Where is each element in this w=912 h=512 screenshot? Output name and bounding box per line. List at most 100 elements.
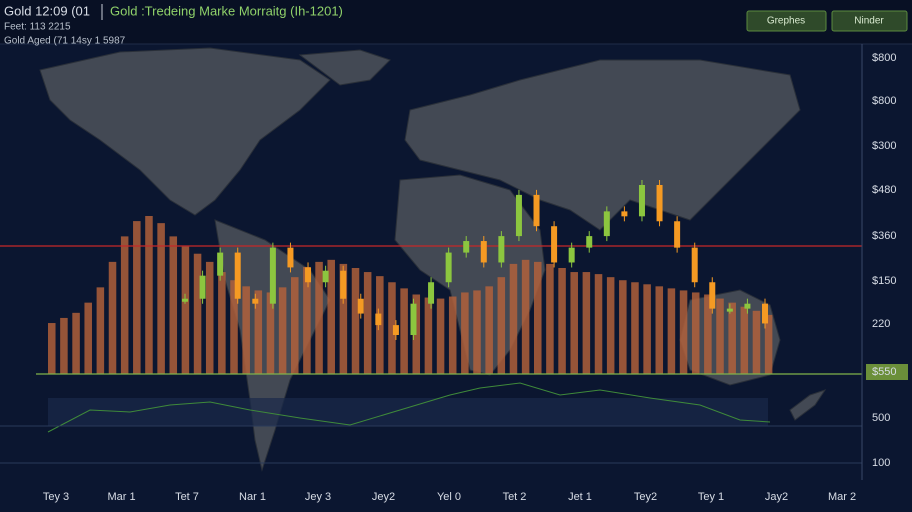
volume-bar [108, 261, 117, 374]
y-label-highlight [866, 364, 908, 380]
y-axis-label: $800 [872, 52, 896, 64]
volume-bar [230, 280, 238, 374]
candle-body [287, 247, 294, 268]
volume-bar [278, 287, 287, 374]
volume-bar [72, 312, 80, 374]
volume-bar [436, 298, 445, 374]
candle-body [586, 236, 593, 248]
header-line: Gold Aged (71 14sy 1 5987 [4, 36, 126, 47]
volume-bar [704, 294, 712, 374]
volume-bar [242, 286, 250, 374]
candle-body [428, 282, 435, 304]
lower-indicator-line [47, 382, 771, 433]
candle-body [638, 185, 645, 217]
volume-bar [169, 236, 178, 374]
x-axis-label: Tey 1 [698, 491, 724, 503]
volume-bar [339, 263, 348, 374]
candle-body [182, 298, 188, 302]
volume-bar [424, 297, 433, 374]
header-title: Gold :Tredeing Marke Morraitg (Ih-1201) [110, 3, 343, 18]
x-axis-label: Tet 7 [175, 491, 199, 503]
volume-bar [120, 236, 129, 374]
x-axis-label: Jay2 [765, 491, 788, 503]
volume-bar [485, 286, 493, 374]
volume-bar [145, 216, 153, 374]
volume-bar [667, 288, 676, 374]
y-axis-label: $800 [872, 95, 896, 107]
lower-volume-strip [48, 398, 768, 426]
y-axis-label: 500 [872, 412, 890, 424]
candle-body [269, 247, 276, 304]
y-axis-label: $550 [872, 366, 896, 378]
candle-body [217, 252, 224, 276]
candle-body [568, 247, 575, 263]
volume-bar [497, 277, 506, 374]
volume-bar [740, 306, 749, 374]
candle-body [551, 226, 558, 263]
x-axis-label: Tey2 [634, 491, 657, 503]
candle-body [621, 211, 628, 217]
volume-bar [400, 288, 408, 374]
candle-body [480, 241, 487, 263]
volume-bar [534, 261, 542, 374]
candle-body [234, 252, 241, 299]
volume-bar [157, 223, 165, 374]
volume-bar [558, 267, 566, 374]
header-line: Feet: 113 2215 [4, 22, 71, 33]
candle-body [340, 270, 347, 299]
y-axis-label: 220 [872, 318, 890, 330]
candle-body [674, 221, 681, 248]
y-axis-label: $150 [872, 275, 896, 287]
candle-body [533, 194, 540, 227]
candle-body [726, 308, 733, 312]
x-axis-label: Jey2 [372, 491, 395, 503]
x-axis-label: Jey 3 [305, 491, 331, 503]
header-time: Gold 12:09 (01 [4, 3, 90, 18]
graphics-button-label[interactable]: Grephes [767, 16, 805, 27]
volume-bar [509, 263, 518, 374]
volume-bar [303, 266, 311, 374]
volume-bar [570, 272, 578, 374]
x-axis-label: Tey 3 [43, 491, 69, 503]
candle-body [392, 325, 399, 335]
y-axis-label: $480 [872, 184, 896, 196]
x-axis-label: Nar 1 [239, 491, 266, 503]
window-button-label[interactable]: Ninder [854, 16, 884, 27]
candle-body [603, 211, 610, 237]
volume-bar [48, 323, 56, 374]
volume-bar [582, 272, 591, 374]
candle-body [691, 247, 698, 283]
x-axis-label: Yel 0 [437, 491, 461, 503]
volume-bar [193, 253, 202, 374]
volume-bar [461, 292, 469, 374]
volume-bar [655, 286, 664, 374]
eurasia [404, 59, 801, 231]
y-axis-label: $360 [872, 230, 896, 242]
graphics-button[interactable] [746, 10, 827, 32]
x-axis-label: Mar 2 [828, 491, 856, 503]
candle-layer [182, 180, 768, 340]
candle-body [762, 303, 768, 324]
x-axis-label: Mar 1 [107, 491, 135, 503]
volume-bar [716, 298, 724, 374]
x-axis-label: Jet 1 [568, 491, 592, 503]
candle-body [709, 282, 716, 309]
volume-bar [594, 274, 603, 374]
volume-bar [266, 292, 275, 374]
volume-bar [728, 302, 736, 374]
volume-bar [679, 290, 688, 374]
volume-bar [643, 284, 651, 374]
greenland [298, 49, 391, 86]
window-button[interactable] [831, 10, 908, 32]
volume-bar [691, 292, 700, 374]
new-zealand [789, 389, 827, 421]
candle-body [199, 275, 206, 299]
y-axis-label: $300 [872, 140, 896, 152]
candle-body [375, 313, 382, 326]
volume-bar [631, 282, 639, 374]
volume-bar [351, 267, 360, 374]
volume-bar [473, 290, 481, 374]
volume-bar [388, 282, 396, 374]
